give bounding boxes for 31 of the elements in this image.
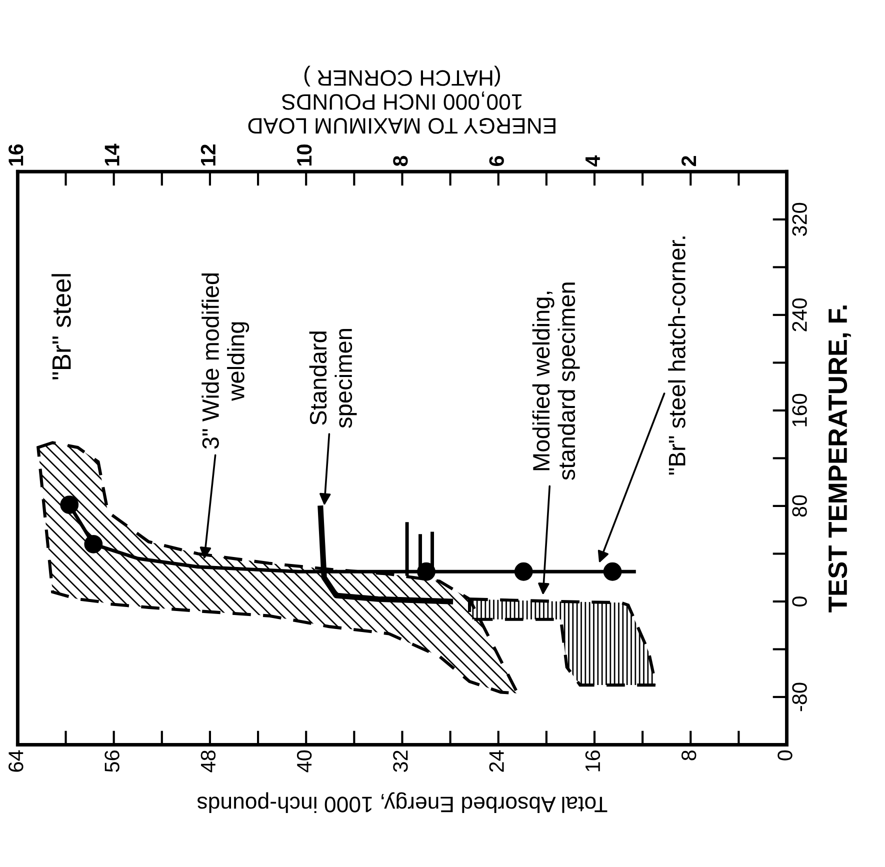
x-tick-label: 0: [778, 750, 792, 760]
y-tick-label: -80: [792, 682, 807, 712]
x-tick-label: 40: [296, 750, 312, 772]
x-tick-label: 16: [585, 750, 600, 772]
x2-tick-label: 16: [8, 144, 24, 166]
annotation: Modified welding, standard specimen: [532, 282, 580, 480]
x-tick-label: 48: [200, 750, 216, 772]
x-tick-label: 8: [681, 750, 696, 760]
annotation: Standard specimen: [309, 328, 357, 428]
x-tick-label: 56: [104, 750, 120, 772]
x2-tick-label: 14: [104, 144, 120, 166]
x-tick-label: 32: [393, 750, 408, 772]
x-tick-label: 64: [8, 750, 24, 772]
annotation: "Br" steel: [52, 274, 71, 380]
x2-tick-label: 10: [296, 144, 312, 166]
x-axis-title: Total Absorbed Energy, 1000 inch-pounds: [198, 792, 608, 813]
x-tick-label: 24: [489, 750, 504, 772]
annotation: "Br" steel hatch-corner.: [668, 236, 686, 475]
y-axis-title: TEST TEMPERATURE, F.: [828, 306, 851, 612]
y-tick-label: 320: [792, 202, 807, 236]
annotation: 3" Wide modified welding: [202, 273, 250, 449]
y-tick-label: 80: [792, 495, 807, 517]
y-tick-label: 160: [792, 394, 807, 426]
x2-tick-label: 8: [393, 156, 408, 166]
y-tick-label: 0: [792, 596, 807, 606]
x2-tick-label: 12: [200, 144, 216, 166]
x2-axis-title: ENERGY TO MAXIMUM LOAD 100,000 INCH POUNDS (HATCH CORNER ): [248, 66, 556, 134]
x2-tick-label: 6: [489, 156, 504, 166]
x2-tick-label: 2: [681, 156, 696, 166]
x2-tick-label: 4: [586, 155, 600, 166]
y-tick-label: 240: [792, 298, 807, 332]
